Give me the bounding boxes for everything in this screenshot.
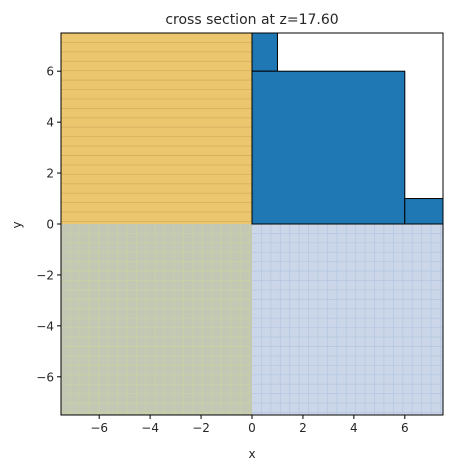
y-axis-label: y: [10, 221, 24, 228]
upper-left-hatched-region-fill: [61, 33, 252, 224]
lower-left-hatched-region-fill: [61, 224, 252, 415]
structure-small-top: [251, 33, 278, 72]
x-tick-label: 0: [248, 421, 256, 435]
x-axis-label: x: [248, 447, 255, 461]
y-tick-label: −6: [36, 370, 54, 384]
y-tick-label: 6: [46, 65, 54, 79]
y-tick-label: −4: [36, 319, 54, 333]
lower-left-hatched-region: [61, 224, 252, 415]
x-tick-label: 4: [350, 421, 358, 435]
lower-right-hatched-region-fill: [252, 224, 443, 415]
chart-title: cross section at z=17.60: [165, 12, 338, 28]
lower-right-hatched-region: [252, 224, 443, 415]
y-tick-label: 2: [46, 167, 54, 181]
x-tick-label: 2: [299, 421, 307, 435]
y-tick-label: −2: [36, 268, 54, 282]
upper-left-hatched-region: [61, 33, 252, 224]
x-tick-label: −4: [141, 421, 159, 435]
y-tick-label: 4: [46, 116, 54, 130]
y-tick-label: 0: [46, 218, 54, 232]
x-tick-label: −6: [90, 421, 108, 435]
x-tick-label: 6: [401, 421, 409, 435]
structure-large: [251, 70, 406, 225]
x-tick-label: −2: [192, 421, 210, 435]
structure-right-step: [404, 198, 443, 225]
